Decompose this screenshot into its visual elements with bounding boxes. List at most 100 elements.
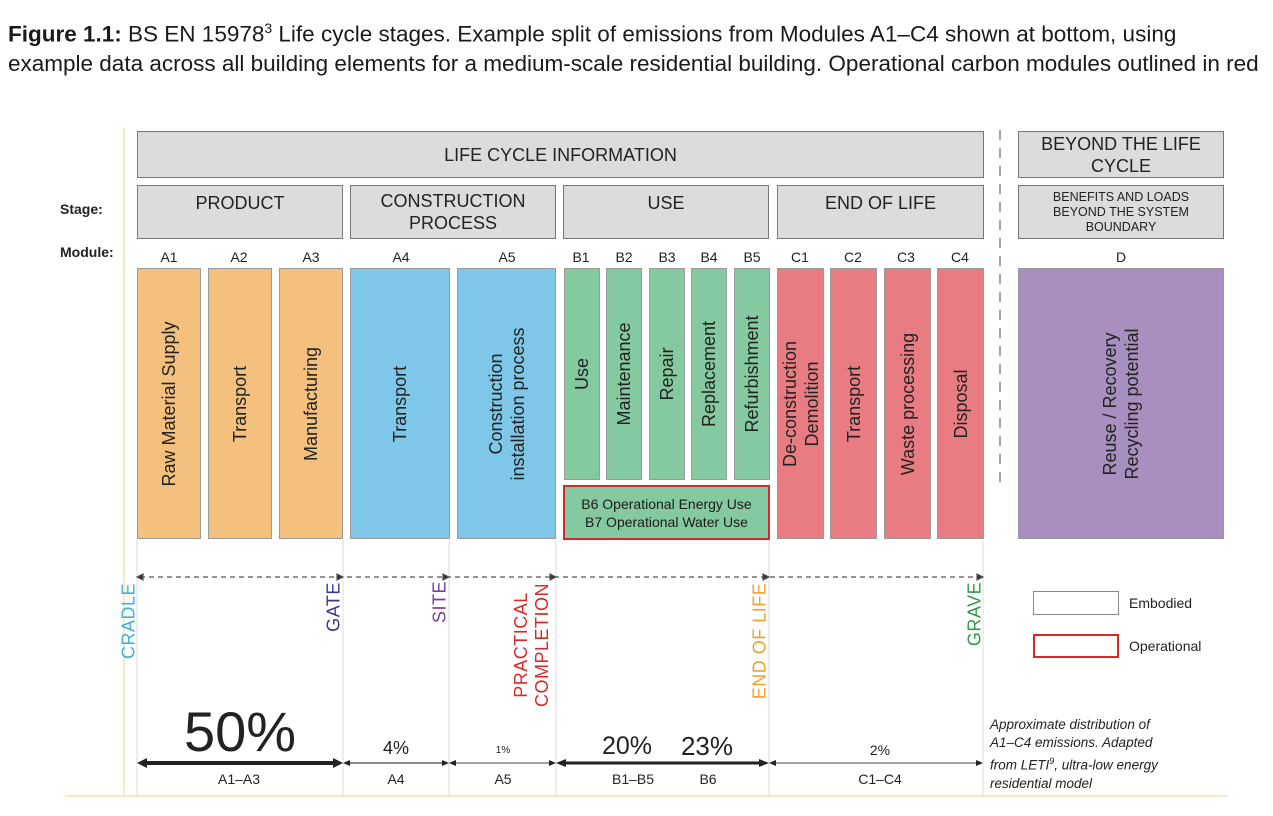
life-cycle-information-label: LIFE CYCLE INFORMATION xyxy=(444,144,677,165)
module-code-a1: A1 xyxy=(160,249,178,265)
module-name-b1: Use xyxy=(572,357,592,391)
module-name-b4: Replacement xyxy=(699,320,719,428)
module-code-b4: B4 xyxy=(700,249,718,265)
caption-text-b: Life cycle stages. Example split of emis… xyxy=(8,21,1259,76)
milestone-site: SITE xyxy=(429,580,450,624)
module-code-c4: C4 xyxy=(951,249,969,265)
range-a4: A4 xyxy=(387,771,405,787)
module-name-b2: Maintenance xyxy=(614,322,634,426)
caption-text-a: BS EN 15978 xyxy=(121,21,265,47)
module-bar-c3: Waste processing xyxy=(884,268,931,539)
module-name-a5-line2: installation process xyxy=(507,326,528,481)
milestone-end-of-life: END OF LIFE xyxy=(749,582,770,700)
module-bar-a4: Transport xyxy=(350,268,450,539)
milestone-gate: GATE xyxy=(323,582,344,632)
module-name-a2: Transport xyxy=(230,365,250,442)
pct-a1-a3: 50% xyxy=(183,700,297,763)
module-name-a5: Construction installation process xyxy=(485,327,529,480)
stage-use-label: USE xyxy=(647,193,685,213)
distribution-note: Approximate distribution of A1–C4 emissi… xyxy=(990,716,1220,793)
module-bar-c1: De-construction Demolition xyxy=(777,268,824,539)
module-name-c3: Waste processing xyxy=(897,332,918,475)
legend-embodied-swatch xyxy=(1033,591,1119,615)
milestone-practical-line2: COMPLETION xyxy=(532,582,552,708)
stage-label: Stage: xyxy=(60,201,103,217)
stage-end-of-life: END OF LIFE xyxy=(777,185,984,239)
range-b6: B6 xyxy=(699,771,717,787)
note-line3b: , ultra-low energy xyxy=(1054,757,1158,773)
stage-product-label: PRODUCT xyxy=(195,193,285,213)
module-name-c4: Disposal xyxy=(950,368,971,439)
pct-b1-b5: 20% xyxy=(601,732,653,760)
milestone-practical-completion: PRACTICAL COMPLETION xyxy=(511,583,553,707)
module-code-b2: B2 xyxy=(615,249,633,265)
note-line3-sup: 9 xyxy=(1049,756,1055,766)
note-line3a: from LETI xyxy=(990,757,1050,773)
stage-construction: CONSTRUCTION PROCESS xyxy=(350,185,556,239)
range-c1-c4: C1–C4 xyxy=(858,771,902,787)
milestone-grave: GRAVE xyxy=(964,581,985,647)
stage-construction-label: CONSTRUCTION PROCESS xyxy=(380,191,526,233)
note-line2: A1–C4 emissions. Adapted xyxy=(990,735,1153,750)
module-name-a5-line1: Construction xyxy=(485,352,506,455)
module-code-c2: C2 xyxy=(844,249,862,265)
pct-c1-c4: 2% xyxy=(869,742,891,758)
range-b1-b5: B1–B5 xyxy=(611,771,655,787)
life-cycle-information-header: LIFE CYCLE INFORMATION xyxy=(137,131,984,178)
module-bar-a5: Construction installation process xyxy=(457,268,556,539)
module-code-d: D xyxy=(1115,249,1127,265)
module-name-c2: Transport xyxy=(843,365,864,442)
milestone-practical-line1: PRACTICAL xyxy=(511,592,531,698)
module-bar-c4: Disposal xyxy=(937,268,984,539)
module-label: Module: xyxy=(60,244,114,260)
note-line3: from LETI9, ultra-low energy xyxy=(990,752,1220,775)
range-a1-a3: A1–A3 xyxy=(217,771,261,787)
stage-benefits-label: BENEFITS AND LOADS BEYOND THE SYSTEM BOU… xyxy=(1052,189,1190,234)
operational-modules-box: B6 Operational Energy Use B7 Operational… xyxy=(563,485,770,540)
stage-benefits: BENEFITS AND LOADS BEYOND THE SYSTEM BOU… xyxy=(1018,185,1224,239)
module-bar-d: Reuse / Recovery Recycling potential xyxy=(1018,268,1224,539)
module-name-a3: Manufacturing xyxy=(301,346,321,461)
module-bar-b4: Replacement xyxy=(691,268,727,480)
module-name-a4: Transport xyxy=(390,365,410,442)
module-code-b3: B3 xyxy=(658,249,676,265)
module-name-c1-line2: Demolition xyxy=(801,360,822,447)
operational-b6-label: B6 Operational Energy Use xyxy=(581,495,752,512)
module-name-c1: De-construction Demolition xyxy=(779,340,823,466)
module-bar-a2: Transport xyxy=(208,268,272,539)
module-name-b3: Repair xyxy=(657,347,677,401)
module-name-d-line2: Recycling potential xyxy=(1122,327,1142,480)
module-bar-b1: Use xyxy=(564,268,600,480)
beyond-life-cycle-header: BEYOND THE LIFE CYCLE xyxy=(1018,131,1224,178)
module-code-a4: A4 xyxy=(392,249,410,265)
beyond-life-cycle-label: BEYOND THE LIFE CYCLE xyxy=(1041,133,1201,176)
pct-a5: 1% xyxy=(495,745,511,756)
module-code-c3: C3 xyxy=(897,249,915,265)
legend-embodied-label: Embodied xyxy=(1129,595,1193,611)
legend-operational-swatch xyxy=(1033,634,1119,658)
module-name-c1-line1: De-construction xyxy=(779,340,800,467)
module-name-b5: Refurbishment xyxy=(742,315,762,433)
milestone-cradle: CRADLE xyxy=(118,582,139,660)
stage-end-of-life-label: END OF LIFE xyxy=(824,193,936,213)
legend-operational-label: Operational xyxy=(1129,638,1202,654)
module-name-d: Reuse / Recovery Recycling potential xyxy=(1099,328,1143,479)
caption-label: Figure 1.1: xyxy=(8,21,122,47)
pct-b6: 23% xyxy=(680,731,734,761)
module-code-a3: A3 xyxy=(302,249,320,265)
module-code-a2: A2 xyxy=(230,249,248,265)
note-line1: Approximate distribution of xyxy=(990,717,1150,732)
stage-product: PRODUCT xyxy=(137,185,343,239)
module-name-a1: Raw Material Supply xyxy=(159,320,179,487)
module-bar-c2: Transport xyxy=(830,268,877,539)
module-code-b5: B5 xyxy=(743,249,761,265)
stage-use: USE xyxy=(563,185,769,239)
range-a5: A5 xyxy=(494,771,512,787)
module-bar-b5: Refurbishment xyxy=(734,268,770,480)
module-bar-a1: Raw Material Supply xyxy=(137,268,201,539)
module-code-c1: C1 xyxy=(791,249,809,265)
module-bar-b3: Repair xyxy=(649,268,685,480)
module-bar-b2: Maintenance xyxy=(606,268,642,480)
module-code-b1: B1 xyxy=(572,249,590,265)
